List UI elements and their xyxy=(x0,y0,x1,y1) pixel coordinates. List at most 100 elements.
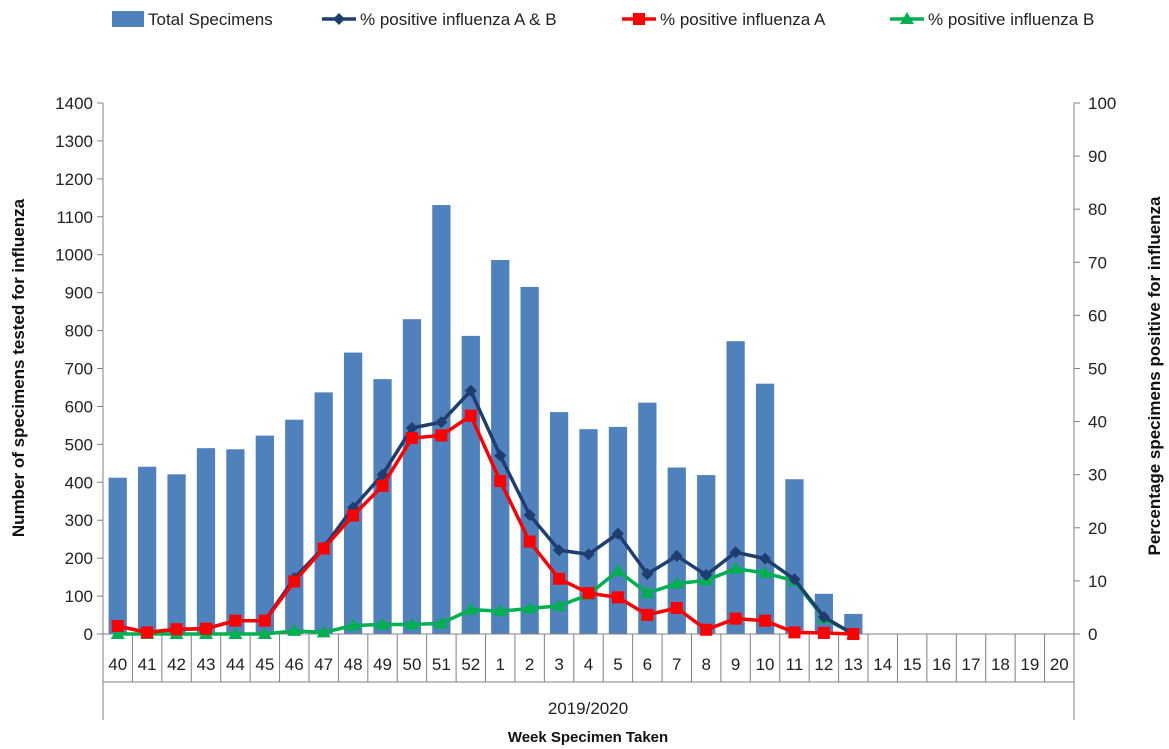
x-tick-label: 16 xyxy=(932,655,951,674)
y-axis-left-title: Number of specimens tested for influenza xyxy=(9,198,28,537)
x-tick-label: 11 xyxy=(786,655,804,674)
x-tick-label: 17 xyxy=(962,655,981,674)
bar-total-specimens-45 xyxy=(255,435,274,634)
x-tick-label: 40 xyxy=(108,655,127,674)
marker-diamond-8 xyxy=(700,569,713,582)
marker-diamond-1 xyxy=(494,449,507,462)
bar-total-specimens-10 xyxy=(755,383,775,634)
marker-triangle-40 xyxy=(110,627,125,639)
y-right-tick-label: 30 xyxy=(1088,466,1107,485)
x-tick-label: 42 xyxy=(167,655,186,674)
marker-square-47 xyxy=(317,542,330,555)
x-tick-label: 51 xyxy=(432,655,451,674)
bar-total-specimens-9 xyxy=(726,341,745,634)
y-right-tick-label: 0 xyxy=(1088,625,1097,644)
x-tick-label: 12 xyxy=(814,655,833,674)
marker-square-12 xyxy=(817,626,830,639)
marker-triangle-10 xyxy=(758,565,773,578)
marker-square-9 xyxy=(729,612,742,625)
marker-square-49 xyxy=(376,479,389,492)
x-tick-label: 48 xyxy=(344,655,363,674)
legend-swatch-marker xyxy=(633,13,645,25)
x-tick-label: 6 xyxy=(643,655,652,674)
x-tick-label: 50 xyxy=(402,655,421,674)
x-tick-label: 13 xyxy=(844,655,863,674)
x-tick-label: 47 xyxy=(314,655,333,674)
y-left-tick-label: 0 xyxy=(84,625,93,644)
marker-triangle-46 xyxy=(287,623,302,636)
legend-swatch-marker xyxy=(900,12,914,24)
x-tick-label: 44 xyxy=(226,655,245,674)
x-tick-label: 19 xyxy=(1020,655,1039,674)
x-tick-label: 4 xyxy=(584,655,593,674)
bar-total-specimens-46 xyxy=(285,419,304,634)
x-tick-label: 5 xyxy=(613,655,622,674)
x-tick-label: 10 xyxy=(756,655,775,674)
marker-square-42 xyxy=(170,623,183,636)
marker-diamond-10 xyxy=(759,552,772,565)
legend-item: Total Specimens xyxy=(112,10,273,29)
marker-square-3 xyxy=(553,572,566,585)
x-tick-label: 2 xyxy=(525,655,534,674)
marker-triangle-47 xyxy=(316,625,331,638)
marker-square-50 xyxy=(405,432,418,445)
bar-total-specimens-47 xyxy=(314,392,333,634)
y-right-tick-label: 20 xyxy=(1088,519,1107,538)
x-tick-label: 18 xyxy=(991,655,1010,674)
y-left-tick-label: 1300 xyxy=(55,132,93,151)
marker-square-45 xyxy=(258,614,271,627)
series-lines xyxy=(110,384,861,640)
legend-item: % positive influenza A & B xyxy=(322,10,557,29)
marker-triangle-49 xyxy=(375,617,390,630)
marker-square-7 xyxy=(670,601,683,614)
marker-square-1 xyxy=(494,475,507,488)
x-tick-label: 43 xyxy=(197,655,216,674)
legend-swatch-bar xyxy=(112,11,144,27)
marker-square-52 xyxy=(464,409,477,422)
series-triangle xyxy=(110,561,861,639)
y-right-tick-label: 60 xyxy=(1088,306,1107,325)
x-tick-label: 14 xyxy=(873,655,892,674)
marker-square-41 xyxy=(141,626,154,639)
y-right-tick-label: 80 xyxy=(1088,200,1107,219)
bar-total-specimens-40 xyxy=(108,477,127,634)
legend-label: Total Specimens xyxy=(148,10,273,29)
marker-diamond-11 xyxy=(788,573,801,586)
marker-square-51 xyxy=(435,429,448,442)
y-left-tick-label: 200 xyxy=(65,549,93,568)
marker-square-46 xyxy=(288,575,301,588)
x-tick-label: 7 xyxy=(672,655,681,674)
bar-total-specimens-44 xyxy=(226,449,245,634)
marker-diamond-50 xyxy=(405,421,418,434)
x-tick-label: 46 xyxy=(285,655,304,674)
bar-total-specimens-6 xyxy=(638,402,657,634)
y-left-tick-label: 1200 xyxy=(55,170,93,189)
bar-total-specimens-4 xyxy=(579,429,598,634)
marker-square-6 xyxy=(641,608,654,621)
marker-triangle-52 xyxy=(463,602,478,615)
marker-diamond-52 xyxy=(464,384,477,397)
legend: Total Specimens % positive influenza A & … xyxy=(112,10,1094,29)
y-left-tick-label: 400 xyxy=(65,473,93,492)
bar-total-specimens-52 xyxy=(461,335,480,634)
y-left-tick-label: 800 xyxy=(65,322,93,341)
x-tick-label: 41 xyxy=(138,655,157,674)
x-tick-label: 8 xyxy=(701,655,710,674)
marker-square-5 xyxy=(611,591,624,604)
marker-diamond-7 xyxy=(670,549,683,562)
y-left-tick-label: 600 xyxy=(65,397,93,416)
marker-square-2 xyxy=(523,535,536,548)
y-left-tick-label: 1400 xyxy=(55,94,93,113)
marker-diamond-4 xyxy=(582,548,595,561)
marker-square-10 xyxy=(759,614,772,627)
x-tick-label: 45 xyxy=(255,655,274,674)
bar-total-specimens-42 xyxy=(167,474,186,634)
x-tick-label: 49 xyxy=(373,655,392,674)
marker-diamond-12 xyxy=(817,611,830,624)
axes: 0100200300400500600700800900100011001200… xyxy=(55,94,1116,720)
marker-triangle-7 xyxy=(669,576,684,589)
marker-triangle-45 xyxy=(257,627,272,639)
y-left-tick-label: 900 xyxy=(65,284,93,303)
marker-triangle-3 xyxy=(552,598,567,611)
